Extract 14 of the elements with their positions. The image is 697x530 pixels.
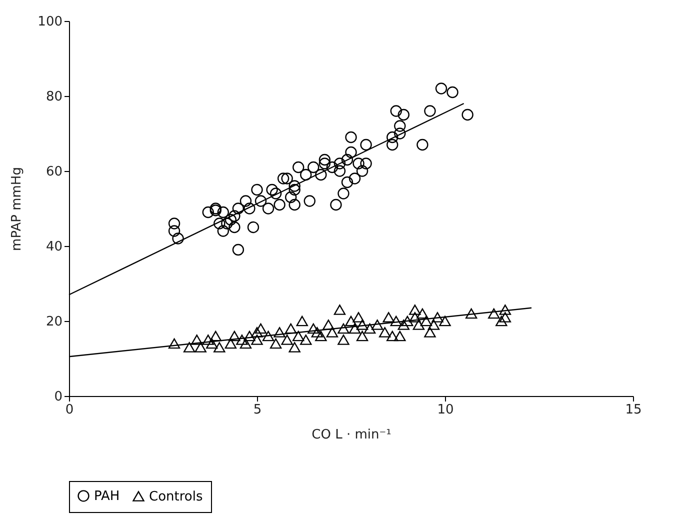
y-tick-label: 100 bbox=[38, 14, 62, 30]
x-tick-label: 5 bbox=[253, 402, 262, 418]
y-tick-label: 80 bbox=[46, 90, 62, 104]
x-tick-label: 15 bbox=[625, 402, 642, 418]
y-tick-label: 0 bbox=[54, 390, 62, 404]
y-tick-label: 20 bbox=[46, 314, 62, 330]
x-tick-label: 10 bbox=[437, 402, 454, 418]
y-tick-label: 40 bbox=[46, 240, 62, 254]
x-axis-title: CO L · min⁻¹ bbox=[312, 428, 392, 442]
legend-label: PAH bbox=[94, 488, 120, 504]
y-axis-title: mPAP mmHg bbox=[10, 167, 25, 251]
legend-label: Controls bbox=[149, 489, 203, 504]
y-tick-label: 60 bbox=[46, 164, 62, 180]
x-tick-label: 0 bbox=[65, 402, 74, 418]
